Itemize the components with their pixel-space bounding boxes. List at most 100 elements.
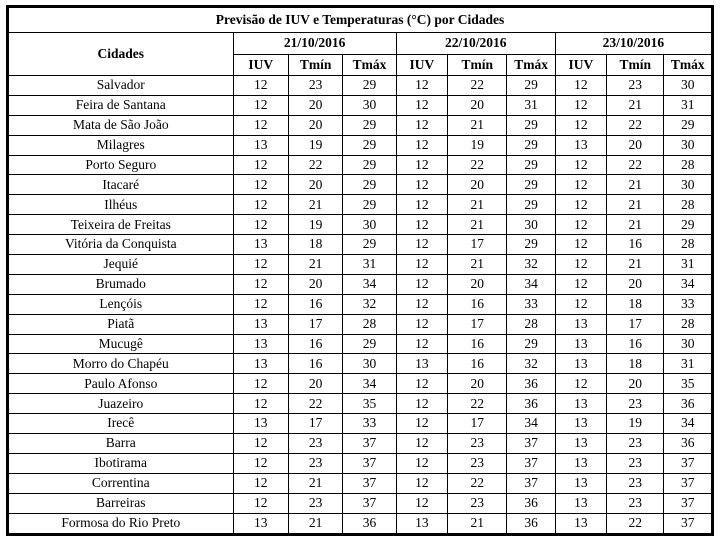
value-cell: 20 [606,134,665,156]
value-cell: 13 [232,413,289,435]
value-cell: 30 [342,214,397,236]
value-cell: 29 [342,234,397,256]
value-cell: 22 [287,154,344,176]
value-cell: 21 [287,254,344,275]
value-cell: 21 [446,512,508,536]
table-row: Formosa do Rio Preto 13 21 36 13 21 36 13 22 37 [7,512,713,536]
city-cell: Correntina [7,472,234,494]
forecast-table: Previsão de IUV e Temperaturas (°C) por … [6,5,714,536]
value-cell: 29 [663,114,713,136]
value-cell: 36 [342,512,397,536]
value-cell: 16 [446,293,508,315]
value-cell: 12 [395,413,449,435]
value-cell: 12 [395,472,449,494]
value-cell: 31 [506,94,556,116]
value-cell: 37 [506,472,556,494]
value-cell: 23 [606,393,665,415]
value-cell: 21 [606,94,665,116]
value-cell: 29 [342,174,397,196]
value-cell: 23 [446,492,508,514]
table-row: Lençóis 12 16 32 12 16 33 12 18 33 [7,293,713,315]
value-cell: 34 [506,413,556,435]
value-cell: 29 [506,154,556,176]
value-cell: 17 [606,313,665,335]
value-cell: 37 [342,472,397,494]
value-cell: 12 [554,114,608,136]
value-cell: 13 [554,413,608,435]
value-cell: 37 [663,452,713,474]
value-cell: 23 [606,75,665,96]
value-cell: 16 [287,353,344,375]
value-cell: 37 [663,492,713,514]
city-cell: Ibotirama [7,452,234,474]
value-cell: 23 [287,492,344,514]
table-row: Ilhéus 12 21 29 12 21 29 12 21 28 [7,194,713,216]
value-cell: 20 [446,174,508,196]
value-cell: 12 [232,293,289,315]
value-cell: 29 [506,234,556,256]
value-cell: 16 [446,333,508,355]
city-cell: Formosa do Rio Preto [7,512,234,536]
value-cell: 28 [342,313,397,335]
tmin-header-3: Tmín [606,54,665,76]
value-cell: 13 [232,353,289,375]
value-cell: 12 [395,273,449,295]
table-row: Salvador 12 23 29 12 22 29 12 23 30 [7,75,713,96]
value-cell: 22 [606,154,665,176]
value-cell: 29 [506,194,556,216]
value-cell: 12 [554,214,608,236]
value-cell: 31 [663,353,713,375]
value-cell: 36 [506,512,556,536]
value-cell: 13 [395,353,449,375]
value-cell: 17 [287,413,344,435]
value-cell: 12 [395,293,449,315]
value-cell: 36 [506,492,556,514]
value-cell: 12 [554,154,608,176]
value-cell: 22 [446,154,508,176]
value-cell: 12 [395,194,449,216]
value-cell: 13 [554,512,608,536]
value-cell: 13 [554,393,608,415]
value-cell: 22 [606,512,665,536]
value-cell: 13 [554,452,608,474]
value-cell: 12 [395,254,449,275]
table-row: Paulo Afonso 12 20 34 12 20 36 12 20 35 [7,373,713,395]
value-cell: 35 [342,393,397,415]
city-cell: Milagres [7,134,234,156]
tmax-header-1: Tmáx [342,54,397,76]
table-row: Barreiras 12 23 37 12 23 36 13 23 37 [7,492,713,514]
table-row: Morro do Chapéu 13 16 30 13 16 32 13 18 31 [7,353,713,375]
city-cell: Salvador [7,75,234,96]
value-cell: 12 [554,75,608,96]
value-cell: 34 [663,273,713,295]
value-cell: 37 [663,472,713,494]
value-cell: 29 [342,154,397,176]
table-row: Itacaré 12 20 29 12 20 29 12 21 30 [7,174,713,196]
city-cell: Lençóis [7,293,234,315]
value-cell: 12 [395,214,449,236]
value-cell: 13 [232,333,289,355]
value-cell: 21 [606,194,665,216]
value-cell: 29 [663,214,713,236]
city-cell: Porto Seguro [7,154,234,176]
value-cell: 31 [342,254,397,275]
value-cell: 31 [663,94,713,116]
value-cell: 32 [506,353,556,375]
value-cell: 13 [554,333,608,355]
value-cell: 34 [342,373,397,395]
value-cell: 20 [287,114,344,136]
value-cell: 28 [663,194,713,216]
value-cell: 12 [395,94,449,116]
city-cell: Barreiras [7,492,234,514]
value-cell: 12 [232,452,289,474]
value-cell: 20 [287,373,344,395]
value-cell: 30 [663,174,713,196]
value-cell: 12 [554,254,608,275]
value-cell: 36 [663,393,713,415]
value-cell: 23 [287,433,344,454]
city-cell: Vitória da Conquista [7,234,234,256]
value-cell: 12 [232,254,289,275]
value-cell: 12 [395,393,449,415]
city-cell: Morro do Chapéu [7,353,234,375]
value-cell: 13 [232,313,289,335]
